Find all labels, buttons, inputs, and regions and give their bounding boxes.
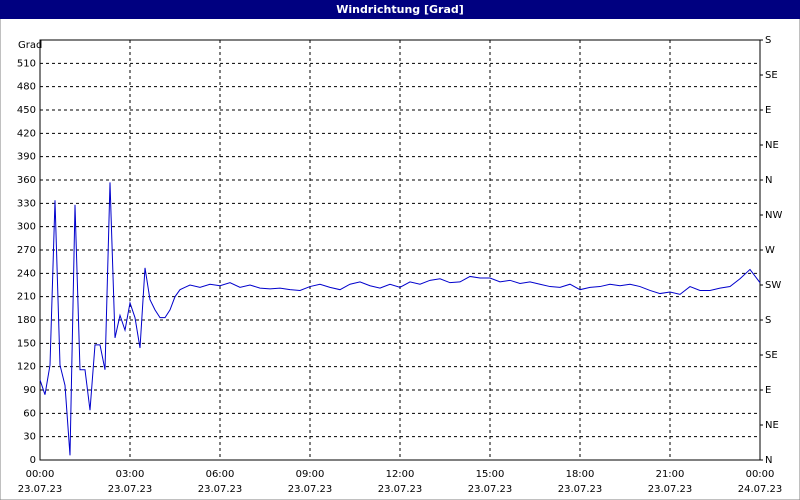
x-tick-date: 23.07.23 [198,484,243,495]
x-tick-label: 21:00 [656,469,685,480]
y-tick-label: 120 [17,362,36,373]
y2-tick-label: NE [765,140,779,151]
y2-tick-label: E [765,385,771,396]
x-tick-label: 18:00 [566,469,595,480]
x-tick-label: 15:00 [476,469,505,480]
y-tick-label: 390 [17,152,36,163]
y-tick-label: 270 [17,245,36,256]
y2-tick-label: E [765,105,771,116]
y-tick-label: 210 [17,292,36,303]
y-tick-label: 180 [17,315,36,326]
y-tick-label: 0 [30,455,36,466]
y-tick-label: 60 [23,408,36,419]
x-tick-date: 23.07.23 [288,484,333,495]
x-tick-date: 23.07.23 [18,484,63,495]
window-title: Windrichtung [Grad] [336,3,464,16]
x-tick-date: 23.07.23 [558,484,603,495]
x-tick-label: 03:00 [116,469,145,480]
x-tick-label: 00:00 [746,469,775,480]
y2-tick-label: S [765,35,771,46]
y-tick-label: 90 [23,385,36,396]
x-tick-date: 23.07.23 [468,484,513,495]
y2-tick-label: S [765,315,771,326]
y2-tick-label: SW [765,280,781,291]
x-tick-date: 23.07.23 [648,484,693,495]
y-tick-label: 450 [17,105,36,116]
y-axis-label: Grad [18,40,42,51]
y2-tick-label: NW [765,210,782,221]
x-tick-date: 23.07.23 [378,484,423,495]
y-tick-label: 510 [17,58,36,69]
y-tick-label: 420 [17,128,36,139]
y-tick-label: 330 [17,198,36,209]
x-tick-label: 12:00 [386,469,415,480]
y2-tick-label: SE [765,70,778,81]
title-bar [0,0,800,19]
data-line [39,182,761,456]
y2-tick-label: W [765,245,775,256]
x-tick-date: 23.07.23 [108,484,153,495]
x-tick-label: 09:00 [296,469,325,480]
y2-tick-label: NE [765,420,779,431]
y-tick-label: 300 [17,222,36,233]
y-tick-label: 30 [23,432,36,443]
y-tick-label: 240 [17,268,36,279]
x-tick-date: 24.07.23 [738,484,783,495]
y2-tick-label: N [765,175,772,186]
x-tick-label: 00:00 [26,469,55,480]
y-tick-label: 480 [17,82,36,93]
y2-tick-label: N [765,455,772,466]
y-tick-label: 360 [17,175,36,186]
y-tick-label: 150 [17,338,36,349]
y2-tick-label: SE [765,350,778,361]
x-tick-label: 06:00 [206,469,235,480]
